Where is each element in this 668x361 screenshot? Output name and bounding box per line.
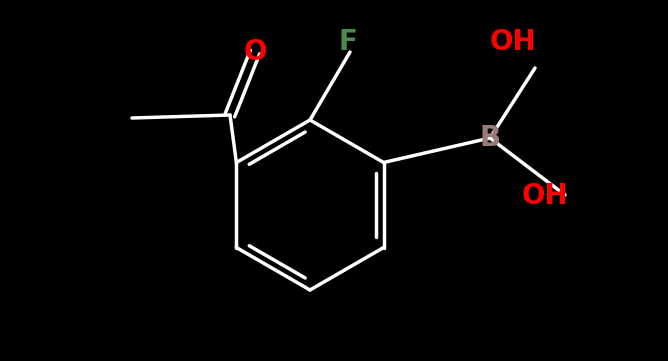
Text: OH: OH [490,28,536,56]
Text: B: B [480,124,500,152]
Text: OH: OH [522,182,568,210]
Text: O: O [243,38,267,66]
Text: F: F [339,28,357,56]
